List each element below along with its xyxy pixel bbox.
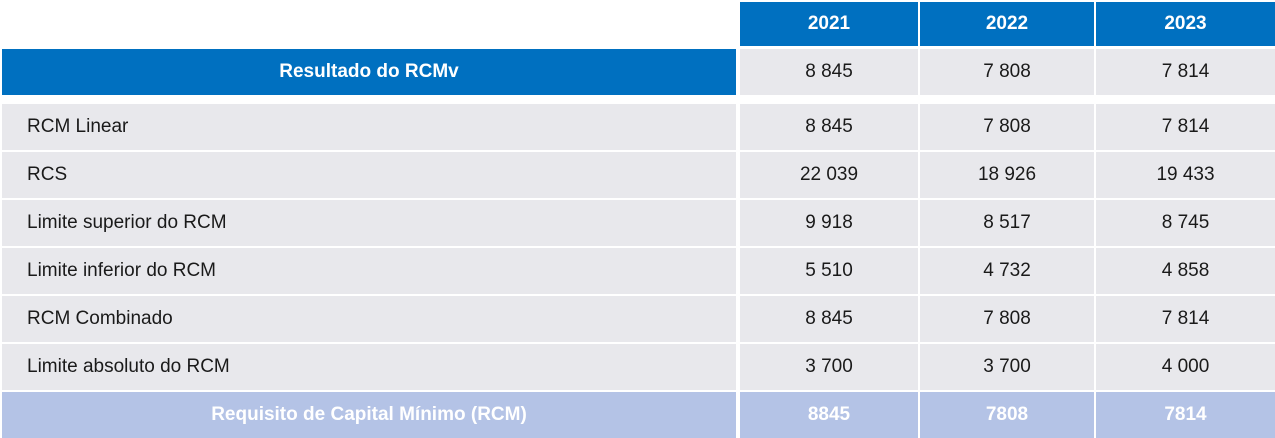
total-value-2021: 8845 — [740, 392, 918, 438]
rcs-2022: 18 926 — [920, 152, 1094, 198]
row-label-limite-superior: Limite superior do RCM — [2, 200, 736, 246]
rcs-2021: 22 039 — [740, 152, 918, 198]
rcm-combinado-2021: 8 845 — [740, 296, 918, 342]
result-value-2022: 7 808 — [920, 49, 1094, 95]
limite-inferior-2021: 5 510 — [740, 248, 918, 294]
result-value-2023: 7 814 — [1096, 49, 1275, 95]
year-header-2021: 2021 — [740, 2, 918, 46]
result-value-2021: 8 845 — [740, 49, 918, 95]
row-label-rcm-linear: RCM Linear — [2, 104, 736, 150]
total-value-2022: 7808 — [920, 392, 1094, 438]
year-header-2023: 2023 — [1096, 2, 1275, 46]
result-row-label: Resultado do RCMv — [2, 49, 736, 95]
rcm-combinado-2023: 7 814 — [1096, 296, 1275, 342]
rcm-linear-2021: 8 845 — [740, 104, 918, 150]
total-row-label: Requisito de Capital Mínimo (RCM) — [2, 392, 736, 438]
row-label-limite-absoluto: Limite absoluto do RCM — [2, 344, 736, 390]
row-label-rcm-combinado: RCM Combinado — [2, 296, 736, 342]
limite-superior-2023: 8 745 — [1096, 200, 1275, 246]
limite-absoluto-2021: 3 700 — [740, 344, 918, 390]
limite-absoluto-2022: 3 700 — [920, 344, 1094, 390]
rcm-combinado-2022: 7 808 — [920, 296, 1094, 342]
rcm-linear-2022: 7 808 — [920, 104, 1094, 150]
row-label-rcs: RCS — [2, 152, 736, 198]
row-label-limite-inferior: Limite inferior do RCM — [2, 248, 736, 294]
limite-superior-2021: 9 918 — [740, 200, 918, 246]
limite-inferior-2022: 4 732 — [920, 248, 1094, 294]
limite-superior-2022: 8 517 — [920, 200, 1094, 246]
limite-inferior-2023: 4 858 — [1096, 248, 1275, 294]
total-value-2023: 7814 — [1096, 392, 1275, 438]
rcs-2023: 19 433 — [1096, 152, 1275, 198]
year-header-2022: 2022 — [920, 2, 1094, 46]
rcm-linear-2023: 7 814 — [1096, 104, 1275, 150]
limite-absoluto-2023: 4 000 — [1096, 344, 1275, 390]
